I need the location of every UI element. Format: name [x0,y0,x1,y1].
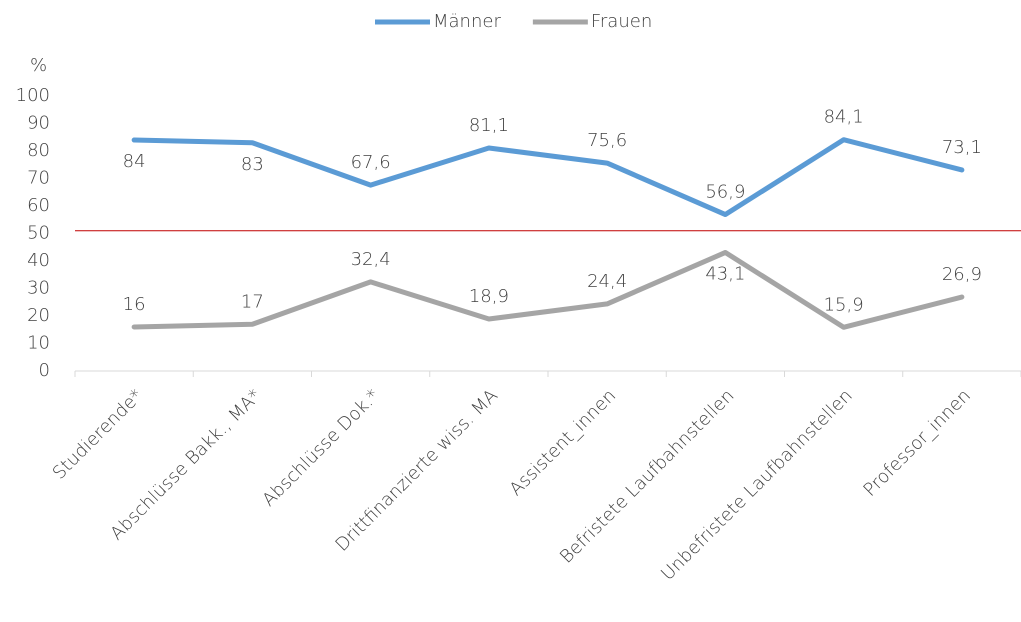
data-label: 84 [123,151,146,172]
y-tick-label: 40 [27,250,50,271]
data-label: 17 [241,291,264,312]
x-tick-label: Studierende* [49,385,148,484]
x-tick-label: Unbefristete Laufbahnstellen [657,385,857,585]
y-axis-label: % [30,55,47,76]
data-label: 32,4 [351,249,391,270]
data-label: 43,1 [705,263,745,284]
y-tick-label: 30 [27,278,50,299]
y-tick-label: 70 [27,168,50,189]
x-tick-label: Abschlüsse Dok.* [258,385,383,510]
data-label: 75,6 [587,130,627,151]
data-label: 73,1 [942,137,982,158]
y-tick-label: 0 [39,360,50,381]
y-tick-label: 90 [27,113,50,134]
y-tick-label: 50 [27,223,50,244]
x-tick-label: Professor_innen [859,385,975,501]
legend-label: Männer [433,11,501,32]
data-label: 26,9 [942,264,982,285]
y-tick-label: 60 [27,195,50,216]
x-tick-label: Assistent_innen [505,385,620,500]
data-label: 83 [241,154,264,175]
data-label: 56,9 [705,182,745,203]
data-label: 84,1 [824,107,864,128]
legend-label: Frauen [591,11,652,32]
data-label: 81,1 [469,115,509,136]
data-label: 15,9 [824,294,864,315]
series-line [131,137,965,218]
series-line [131,249,965,330]
y-tick-label: 100 [16,85,50,106]
data-label: 67,6 [351,152,391,173]
y-tick-label: 20 [27,305,50,326]
data-label: 18,9 [469,286,509,307]
y-tick-label: 80 [27,140,50,161]
data-label: 24,4 [587,271,627,292]
data-label: 16 [123,294,146,315]
y-tick-label: 10 [27,333,50,354]
